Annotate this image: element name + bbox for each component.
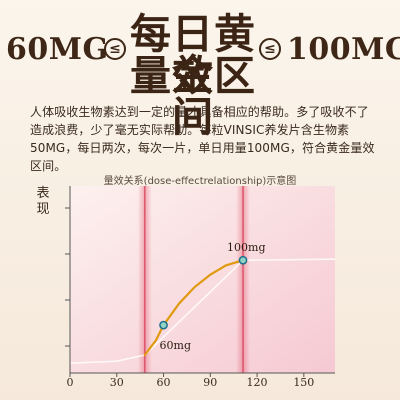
x-tick-label: 90 bbox=[203, 376, 217, 389]
x-tick-label: 60 bbox=[157, 376, 171, 389]
x-tick-label: 150 bbox=[293, 376, 314, 389]
x-tick-label: 120 bbox=[247, 376, 268, 389]
x-tick-label: 0 bbox=[67, 376, 74, 389]
dose-marker bbox=[159, 320, 168, 330]
dose-label: 60mg bbox=[160, 339, 191, 352]
x-tick-label: 30 bbox=[110, 376, 124, 389]
less-equal-icon: ≤ bbox=[104, 38, 126, 60]
headline-title-line2: 量效区间 bbox=[130, 52, 256, 141]
product-description: 人体吸收生物素达到一定的量才具备相应的帮助。多了吸收不了造成浪费，少了毫无实际帮… bbox=[30, 105, 375, 173]
min-dose-value: 60MG bbox=[6, 32, 109, 67]
chart-title: 量效关系(dose-effectrelationship)示意图 bbox=[103, 176, 297, 187]
less-equal-icon: ≤ bbox=[259, 38, 281, 60]
dose-marker bbox=[238, 255, 248, 265]
headline-title-line1: 每日黄金 bbox=[130, 10, 256, 99]
effect-curve bbox=[143, 259, 245, 357]
y-axis-label: 表现 bbox=[36, 186, 50, 217]
max-dose-value: 100MG bbox=[287, 32, 400, 67]
dose-label: 100mg bbox=[227, 241, 265, 254]
